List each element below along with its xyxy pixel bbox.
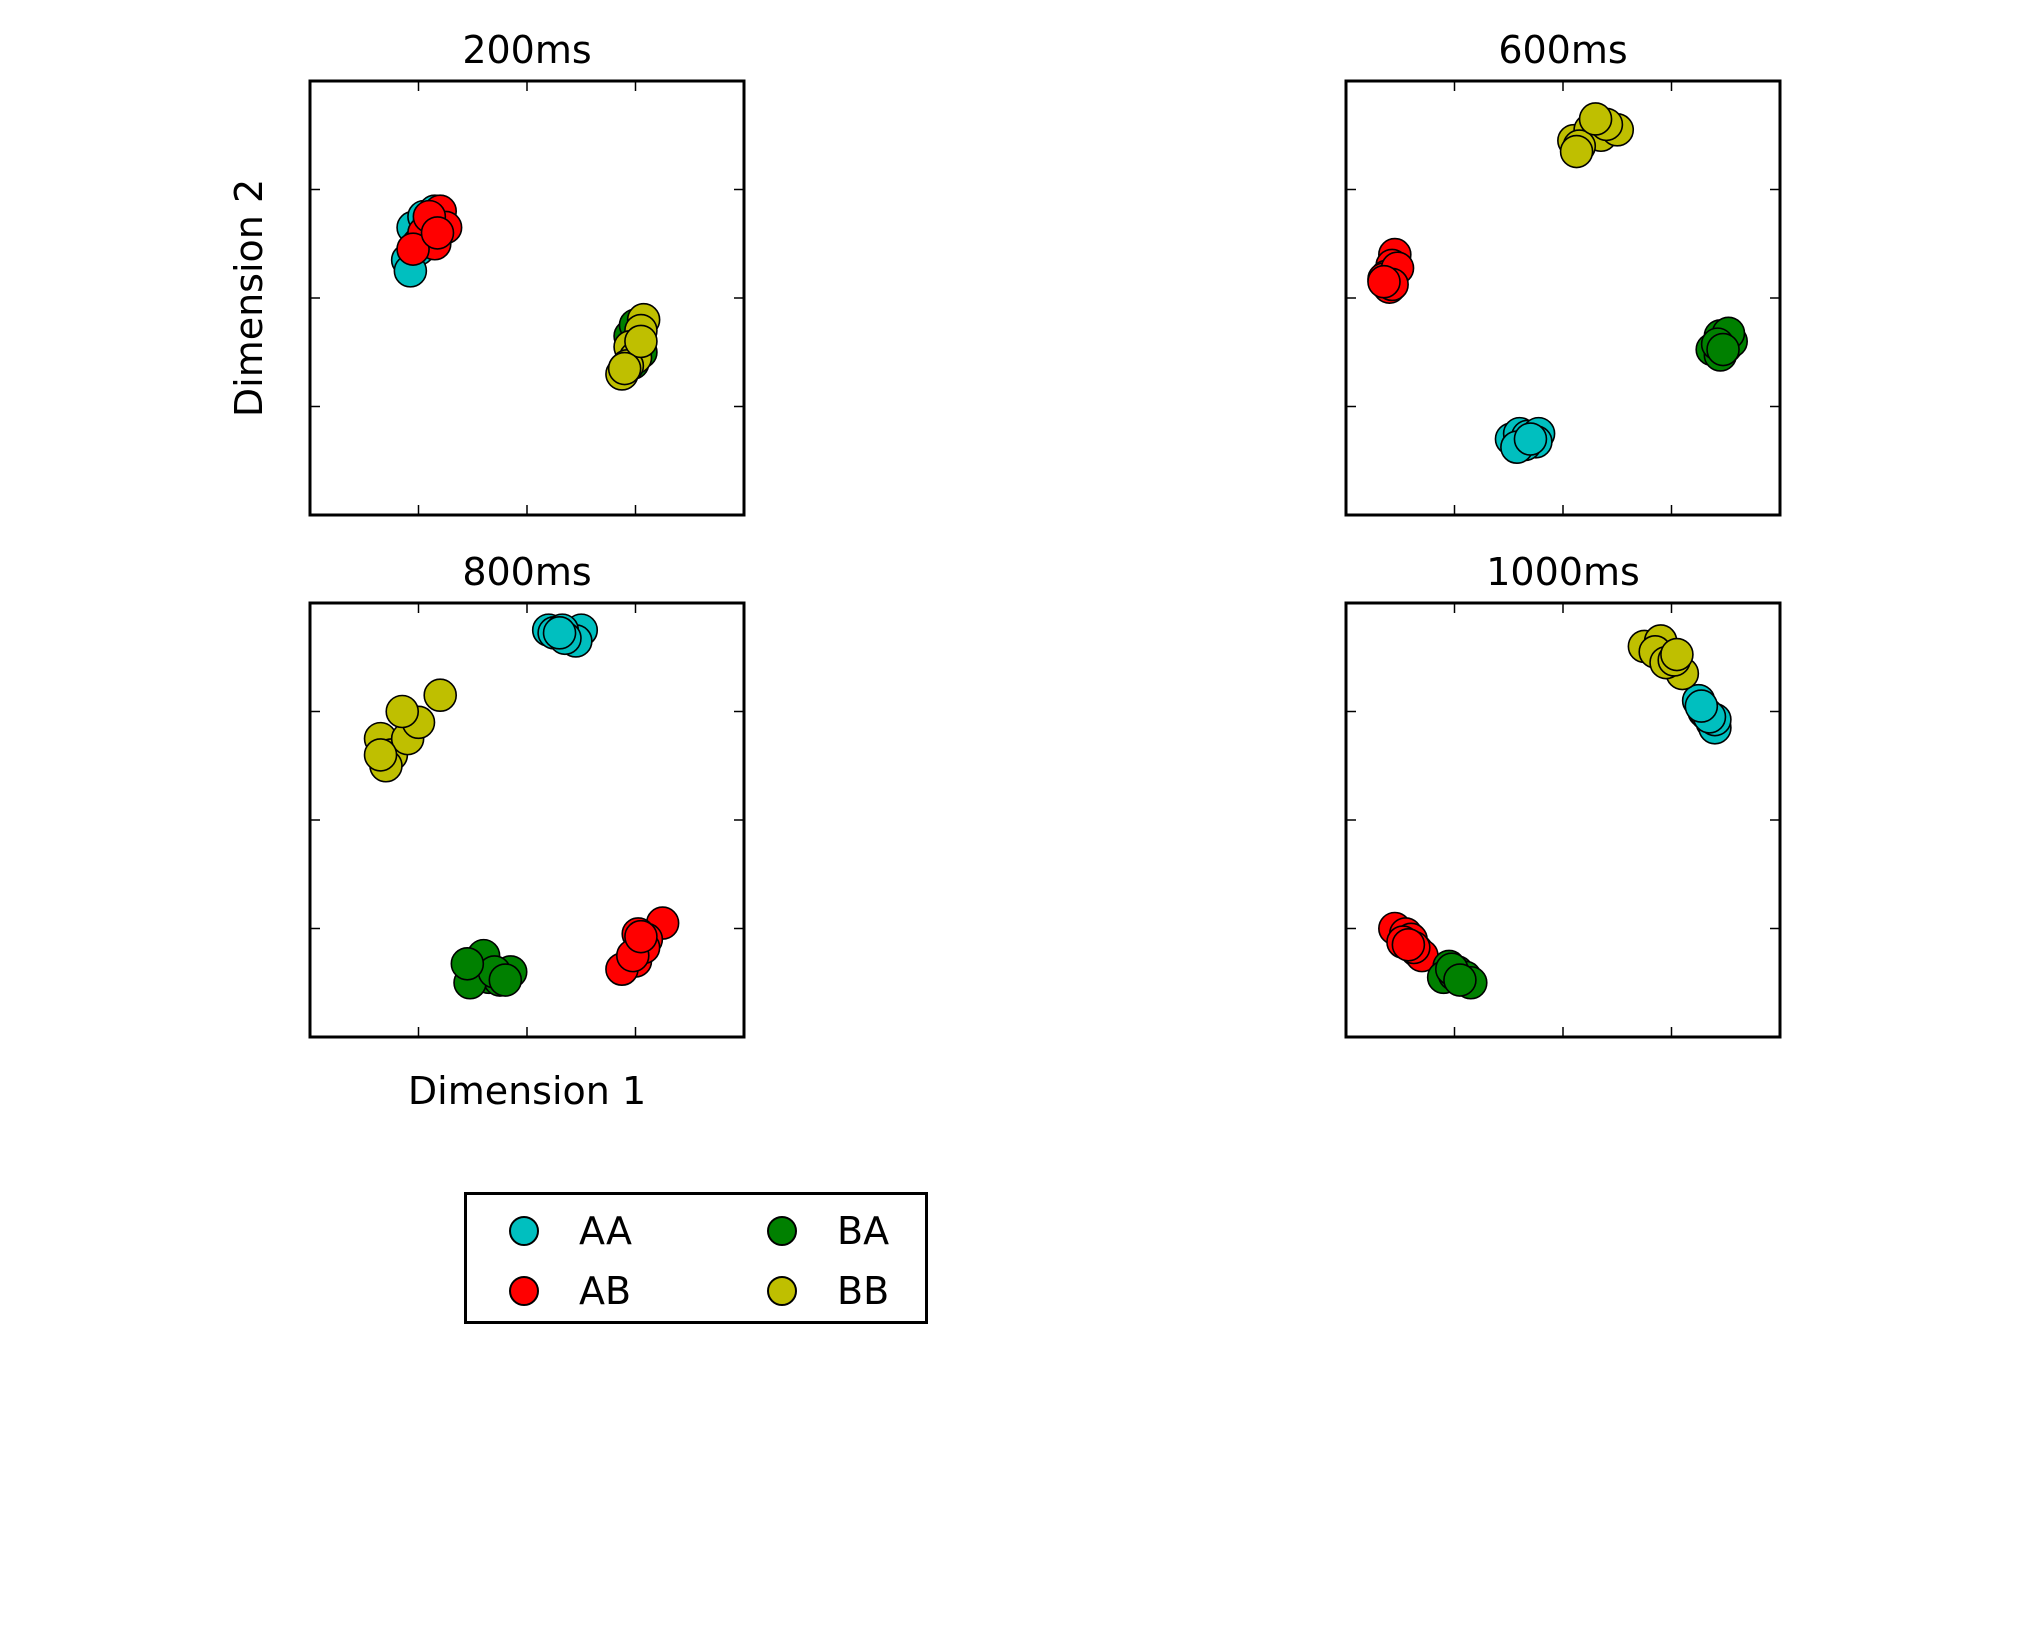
legend-label-ab: AB	[579, 1269, 632, 1313]
point-aa-8	[1684, 689, 1719, 723]
legend-marker-aa	[509, 1216, 539, 1246]
legend-item-ab: AB	[467, 1268, 631, 1314]
point-aa-8	[1513, 422, 1548, 456]
point-bb-7	[624, 324, 658, 359]
legend: AA AB BA BB	[464, 1192, 928, 1324]
panel-title: 600ms	[1498, 28, 1627, 72]
point-bb-8	[363, 738, 398, 772]
point-ab-8	[1367, 264, 1401, 299]
panel-1: 200ms	[308, 28, 746, 517]
panel-title: 800ms	[462, 550, 591, 594]
legend-marker-ab	[509, 1276, 539, 1306]
point-bb-8	[1559, 134, 1594, 169]
point-ba-8	[1706, 332, 1740, 367]
panel-title: 1000ms	[1486, 550, 1640, 594]
point-bb-5	[385, 694, 420, 729]
point-ab-6	[396, 232, 430, 266]
points-panel-3	[363, 613, 680, 1000]
x-axis-label: Dimension 1	[408, 1069, 646, 1113]
points-panel-2	[1367, 102, 1748, 464]
point-ba-7	[450, 946, 485, 981]
panel-4: 1000ms	[1344, 550, 1782, 1039]
point-ba-8	[488, 963, 523, 997]
legend-marker-ba	[767, 1216, 797, 1246]
legend-item-bb: BB	[725, 1268, 889, 1314]
axes-frame	[1344, 601, 1782, 1039]
legend-item-ba: BA	[725, 1208, 889, 1254]
legend-label-ba: BA	[837, 1209, 890, 1253]
point-ba-8	[1443, 963, 1477, 997]
y-axis-label: Dimension 2	[227, 179, 271, 417]
points-panel-1	[390, 194, 661, 391]
panel-3: 800ms	[308, 550, 746, 1039]
legend-label-aa: AA	[579, 1209, 633, 1253]
point-bb-8	[1660, 637, 1694, 672]
point-aa-8	[542, 616, 577, 650]
point-bb-7	[1578, 102, 1613, 136]
point-ab-8	[420, 216, 455, 250]
legend-item-aa: AA	[467, 1208, 632, 1254]
axes-frame	[308, 79, 746, 517]
point-ab-8	[1391, 927, 1426, 962]
panel-title: 200ms	[462, 28, 591, 72]
point-bb-6	[423, 678, 458, 713]
points-panel-4	[1378, 624, 1732, 1000]
panel-2: 600ms	[1344, 28, 1782, 517]
legend-label-bb: BB	[837, 1269, 890, 1313]
legend-marker-bb	[767, 1276, 797, 1306]
point-bb-8	[607, 351, 642, 386]
point-ab-8	[624, 919, 658, 954]
